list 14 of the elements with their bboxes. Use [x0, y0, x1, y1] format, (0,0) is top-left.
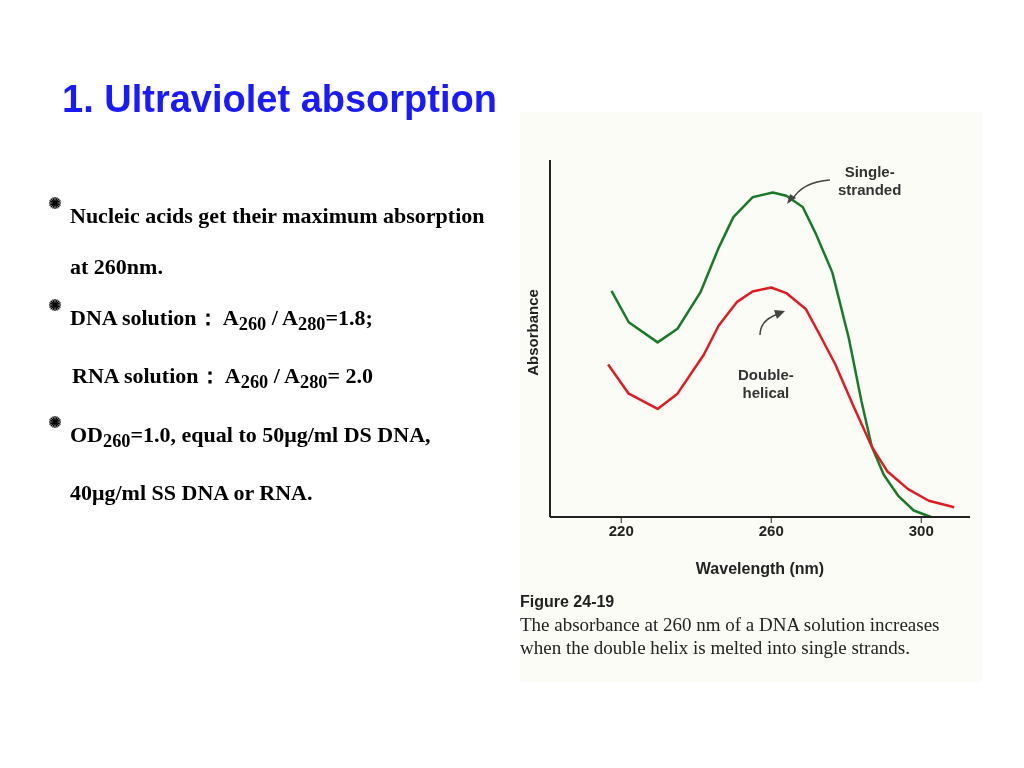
text: Nucleic acids get their maximum absorption at 260nm. [70, 202, 486, 281]
caption: Figure 24-19 [520, 592, 616, 612]
x-axis-title: Wavelength (nm) [695, 560, 825, 577]
text: OD$_{260}$=1.0, equal to 50μg/ml DS DNA, 40μg/ml SS DNA or RNA. [70, 421, 431, 506]
chart-title: 1. Ultraviolet absorption [62, 78, 497, 121]
x-tick-label: 260 [758, 521, 784, 539]
text: RNA solution： A$_{260}$ / A$_{280}$= 2.0 [72, 362, 374, 395]
y-axis-title: Absorbance [523, 288, 541, 376]
text: Double-helical [738, 366, 794, 402]
text: The absorbance at 260 nm of a DNA solution increases when the double helix is melted into single strands. [520, 613, 941, 659]
text: DNA solution： A$_{260}$ / A$_{280}$=1.8; [70, 304, 373, 337]
x-tick-label: 300 [908, 521, 934, 539]
x-tick-label: 220 [608, 521, 634, 539]
text: Single-stranded [838, 163, 902, 199]
